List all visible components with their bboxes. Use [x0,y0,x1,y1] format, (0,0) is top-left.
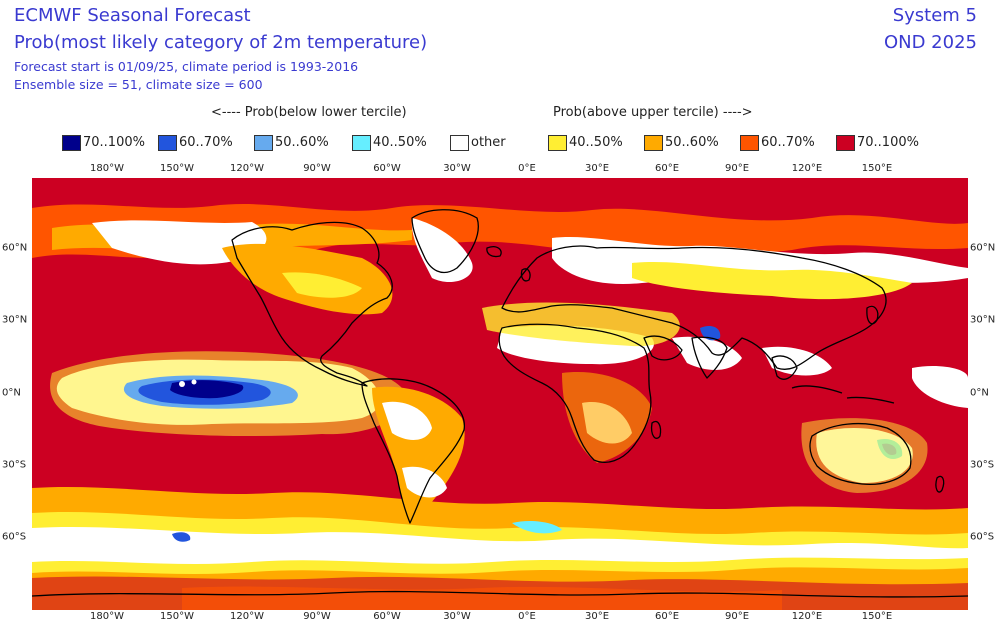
legend-label: 60..70% [179,135,233,150]
coast-japan [866,305,879,325]
coast-iceland [486,246,502,258]
period-label: OND 2025 [883,32,977,53]
lon-label: 90°E [724,163,750,174]
lon-label: 30°W [443,163,471,174]
lon-label: 150°E [861,163,893,174]
legend-swatch [158,135,177,151]
lon-label: 150°W [160,163,194,174]
lon-label: 0°E [518,611,536,622]
lat-label: 0°N [970,387,989,399]
map-title-line2: Prob(most likely category of 2m temperat… [14,32,428,53]
lon-label: 60°W [373,611,401,622]
coast-se-asia [771,355,798,380]
patagonia-white [402,466,447,498]
above-tercile-label: Prob(above upper tercile) ----> [553,105,753,120]
coast-australia [809,422,912,486]
west-pacific-white [912,366,968,408]
legend-swatch [836,135,855,151]
coastlines [32,209,968,598]
lon-label: 120°E [791,163,823,174]
forecast-start-text: Forecast start is 01/09/25, climate peri… [14,59,359,74]
coast-africa [498,323,652,463]
lon-label: 60°E [654,611,680,622]
lon-label: 60°E [654,163,680,174]
legend-swatch [548,135,567,151]
coast-india [691,336,728,379]
legend-swatch [450,135,469,151]
legend-label: 50..60% [665,135,719,150]
lat-label: 0°N [2,387,21,399]
legend-label: 40..50% [569,135,623,150]
legend-swatch [254,135,273,151]
legend-label: 40..50% [373,135,427,150]
coast-madagascar [650,420,662,439]
lat-label: 60°N [970,242,996,254]
legend-swatch [644,135,663,151]
ensemble-size-text: Ensemble size = 51, climate size = 600 [14,77,263,92]
coast-new-zealand [935,475,945,493]
lat-label: 30°N [2,314,28,326]
coast-uk [520,268,531,282]
greenland-white [411,218,473,283]
legend-label: 70..100% [83,135,145,150]
lon-label: 120°W [230,611,264,622]
lat-label: 30°S [970,459,995,471]
pacific-white-dot-2 [191,379,197,385]
siberia-yellow [632,261,912,300]
coast-antarctica [32,590,968,598]
lon-label: 150°W [160,611,194,622]
legend-swatch [352,135,371,151]
lat-label: 30°N [970,314,996,326]
north-america-white [92,220,267,265]
category-fields [32,204,968,610]
africa-orange [562,372,652,463]
lon-label: 150°E [861,611,893,622]
pacific-white-dot-1 [179,381,185,387]
system-label: System 5 [892,5,977,26]
map-title-line1: ECMWF Seasonal Forecast [14,5,251,26]
coast-eurasia [501,245,887,370]
lat-label: 30°S [2,459,27,471]
south-america-white [382,401,432,440]
north-america-yellow [282,272,362,298]
lon-label: 90°W [303,611,331,622]
lon-label: 0°E [518,163,536,174]
legend-label: 50..60% [275,135,329,150]
lat-label: 60°S [970,531,995,543]
sahara-yellow [482,302,680,347]
pacific-dark-blue [170,380,244,399]
lon-label: 30°W [443,611,471,622]
lon-label: 30°E [584,611,610,622]
coast-south-america [361,378,465,524]
coast-indonesia [791,385,895,404]
probability-map [32,178,968,610]
lon-label: 90°E [724,611,750,622]
lat-label: 60°N [2,242,28,254]
legend-label: other [471,135,506,150]
legend-label: 70..100% [857,135,919,150]
below-tercile-label: <---- Prob(below lower tercile) [211,105,407,120]
legend-swatch [740,135,759,151]
coast-north-america [231,221,393,387]
lon-label: 90°W [303,163,331,174]
southern-ocean-white [32,526,968,564]
legend-swatch [62,135,81,151]
lon-label: 180°W [90,611,124,622]
lat-label: 60°S [2,531,27,543]
southern-ocean-blue-1 [172,532,191,542]
legend-label: 60..70% [761,135,815,150]
coast-arabia [643,335,683,361]
lon-label: 120°W [230,163,264,174]
lon-label: 120°E [791,611,823,622]
australia-yellow [801,418,928,493]
lon-label: 60°W [373,163,401,174]
lon-label: 180°W [90,163,124,174]
lon-label: 30°E [584,163,610,174]
southern-ocean-blue-2 [512,520,562,534]
coast-greenland [411,209,479,273]
